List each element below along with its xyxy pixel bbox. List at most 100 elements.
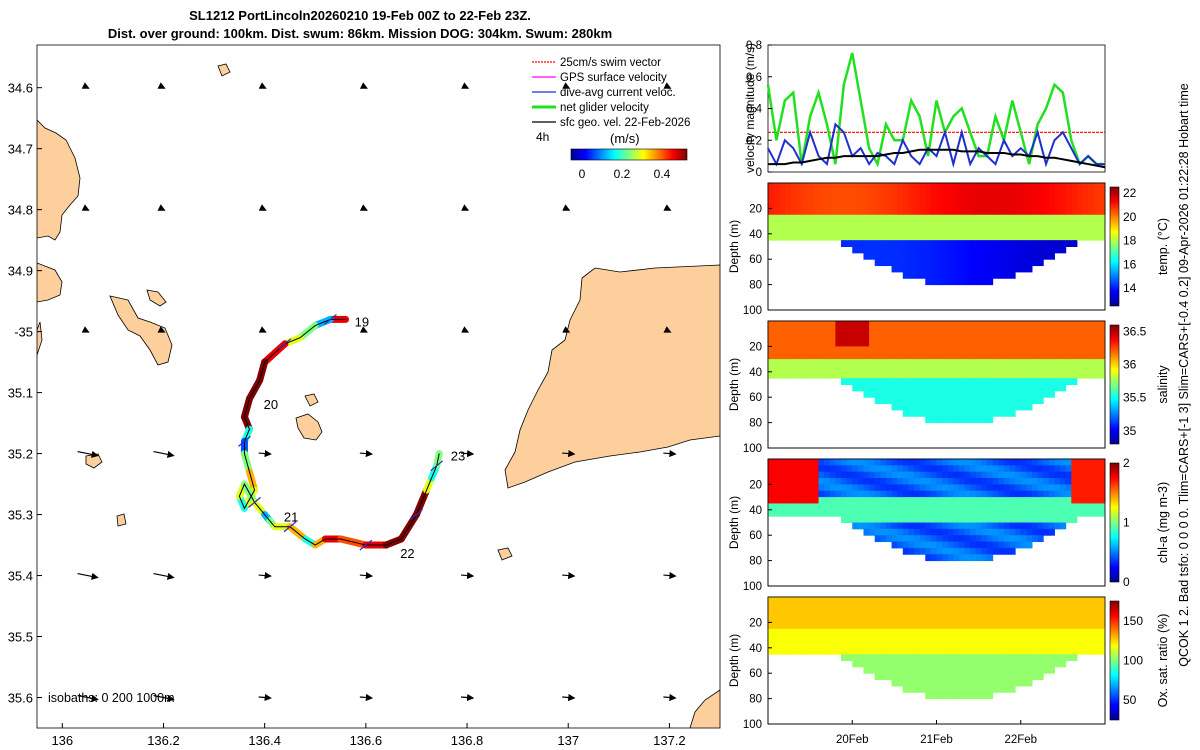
temperature-cell xyxy=(958,252,966,260)
chlorophyll-cell xyxy=(970,522,977,530)
oxygen-cell xyxy=(942,685,949,693)
salinity-cell xyxy=(773,371,780,379)
temperature-cell xyxy=(1054,221,1061,228)
salinity-cell xyxy=(914,359,921,366)
salinity-cell xyxy=(919,403,926,411)
chlorophyll-cell xyxy=(930,516,937,523)
day-label: 19 xyxy=(355,314,369,329)
temperature-border xyxy=(767,182,1106,311)
temperature-cell xyxy=(992,195,999,203)
salinity-cell xyxy=(768,352,775,360)
salinity-cell xyxy=(1099,371,1106,379)
oxygen-cell xyxy=(807,641,814,649)
oxygen-cell xyxy=(1020,622,1027,630)
chlorophyll-cell xyxy=(818,490,825,498)
oxygen-cell xyxy=(1003,685,1011,693)
salinity-cell xyxy=(1031,365,1039,373)
chlorophyll-cell xyxy=(880,490,887,498)
temperature-cell xyxy=(863,252,870,260)
temperature-cell xyxy=(852,246,859,254)
salinity-cell xyxy=(841,378,848,385)
oxygen-cell xyxy=(784,641,791,649)
temperature-cell xyxy=(970,278,977,286)
salinity-cell xyxy=(857,333,864,341)
temperature-cell xyxy=(857,240,864,247)
oxygen-cell xyxy=(942,647,949,655)
salinity-cell xyxy=(987,371,994,379)
temperature-cell xyxy=(773,233,780,241)
geo-velocity-arrow xyxy=(81,326,90,333)
salinity-cell xyxy=(869,359,876,366)
oxygen-cell xyxy=(942,635,949,642)
chlorophyll-cell xyxy=(1054,465,1061,473)
land-island-3 xyxy=(109,295,173,366)
chlorophyll-cell xyxy=(919,484,926,492)
chlorophyll-cell xyxy=(992,503,999,511)
oxygen-cell xyxy=(919,673,926,681)
salinity-cell xyxy=(841,359,848,366)
salinity-cell xyxy=(925,371,932,379)
salinity-cell xyxy=(1048,352,1055,360)
chlorophyll-cell xyxy=(925,516,932,523)
temperature-cell xyxy=(975,271,982,279)
salinity-cell xyxy=(1082,365,1089,373)
oxygen-cell xyxy=(1026,641,1033,649)
temperature-cell xyxy=(863,214,870,222)
salinity-cell xyxy=(874,359,881,366)
salinity-cell xyxy=(1009,321,1016,328)
oxygen-cell xyxy=(1009,666,1016,674)
chlorophyll-cell xyxy=(784,471,791,479)
geo-velocity-arrow xyxy=(562,693,576,702)
temperature-cell xyxy=(1043,240,1050,247)
chlorophyll-cell xyxy=(869,471,876,479)
net-velocity-line xyxy=(766,52,1105,168)
oxygen-cell xyxy=(992,666,999,674)
temperature-cell xyxy=(981,278,988,286)
salinity-cell xyxy=(1048,359,1055,366)
temperature-cell xyxy=(919,271,926,279)
chlorophyll-cell xyxy=(841,465,848,473)
temperature-cell xyxy=(953,214,960,222)
temperature-cell xyxy=(784,183,791,190)
salinity-cell xyxy=(897,340,904,347)
salinity-cell xyxy=(863,371,870,379)
oxygen-cell xyxy=(947,609,954,617)
oxygen-cell xyxy=(936,679,943,687)
chlorophyll-cell xyxy=(801,459,808,466)
temperature-cell xyxy=(970,259,977,267)
oxygen-cell xyxy=(1082,622,1089,630)
chlorophyll-cell xyxy=(1031,459,1039,466)
chlorophyll-cell xyxy=(1015,471,1022,479)
oxygen-cell xyxy=(1026,666,1033,674)
salinity-cell xyxy=(869,384,876,392)
salinity-ylabel: Depth (m) xyxy=(727,358,741,411)
temperature-cell xyxy=(1026,221,1033,228)
chlorophyll-cell xyxy=(902,547,909,555)
temperature-cell xyxy=(773,221,780,228)
temperature-cell xyxy=(1048,208,1055,216)
chlorophyll-cell xyxy=(975,522,982,530)
oxygen-colorbar xyxy=(1109,600,1120,721)
salinity-cell xyxy=(930,371,937,379)
temperature-cell xyxy=(902,252,909,260)
temperature-cell xyxy=(874,227,881,235)
chlorophyll-cell xyxy=(942,471,949,479)
temperature-cell xyxy=(1082,189,1089,197)
temperature-cell xyxy=(874,246,881,254)
temperature-cell xyxy=(841,233,848,241)
temperature-cell xyxy=(1048,246,1055,254)
colorbar-tick-1: 0.2 xyxy=(614,167,631,181)
oxygen-cell xyxy=(987,692,994,700)
salinity-cell xyxy=(908,397,915,405)
temperature-cell xyxy=(964,278,971,286)
temperature-cell xyxy=(970,233,977,241)
temperature-cell xyxy=(925,195,932,203)
oxygen-cell xyxy=(1043,603,1050,611)
salinity-cell xyxy=(1060,378,1067,385)
salinity-cell xyxy=(852,340,859,347)
chlorophyll-cell xyxy=(857,490,864,498)
oxygen-cell xyxy=(981,647,988,655)
salinity-cell xyxy=(835,352,842,360)
salinity-cell xyxy=(981,371,988,379)
